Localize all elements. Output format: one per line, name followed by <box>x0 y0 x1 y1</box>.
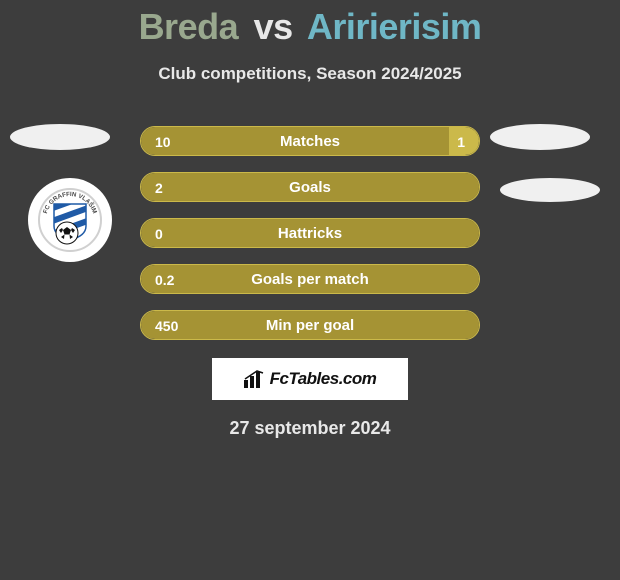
stat-left-value: 2 <box>155 173 163 202</box>
stat-right-value: 1 <box>457 127 465 156</box>
stat-label: Goals <box>141 173 479 202</box>
stat-row: Goals2 <box>140 172 480 202</box>
title-left-team: Breda <box>139 6 239 47</box>
stat-row: Matches10 1 <box>140 126 480 156</box>
title-vs: vs <box>254 6 293 47</box>
stat-label: Min per goal <box>141 311 479 340</box>
club-badge-left: FC GRAFFIN VLAŠIM <box>28 178 112 262</box>
stat-left-value: 10 <box>155 127 171 156</box>
club-badge-graphic: FC GRAFFIN VLAŠIM <box>38 188 102 252</box>
stat-row: Hattricks0 <box>140 218 480 248</box>
bar-chart-icon <box>244 370 266 388</box>
stat-left-value: 0.2 <box>155 265 174 294</box>
club-crest-icon: FC GRAFFIN VLAŠIM <box>38 188 102 252</box>
stat-row: Min per goal450 <box>140 310 480 340</box>
stat-label: Hattricks <box>141 219 479 248</box>
stat-row: Goals per match0.2 <box>140 264 480 294</box>
fctables-brand-box: FcTables.com <box>212 358 408 400</box>
stat-left-value: 450 <box>155 311 178 340</box>
comparison-title: Breda vs Aririerisim <box>0 0 620 48</box>
player-ellipse <box>10 124 110 150</box>
title-right-team: Aririerisim <box>307 6 482 47</box>
date-label: 27 september 2024 <box>0 418 620 439</box>
fctables-brand-text: FcTables.com <box>270 369 377 389</box>
subtitle: Club competitions, Season 2024/2025 <box>0 64 620 84</box>
player-ellipse <box>500 178 600 202</box>
fctables-brand: FcTables <box>270 369 339 388</box>
stat-left-value: 0 <box>155 219 163 248</box>
stat-label: Goals per match <box>141 265 479 294</box>
stat-label: Matches <box>141 127 479 156</box>
player-ellipse <box>490 124 590 150</box>
fctables-suffix: .com <box>339 369 377 388</box>
